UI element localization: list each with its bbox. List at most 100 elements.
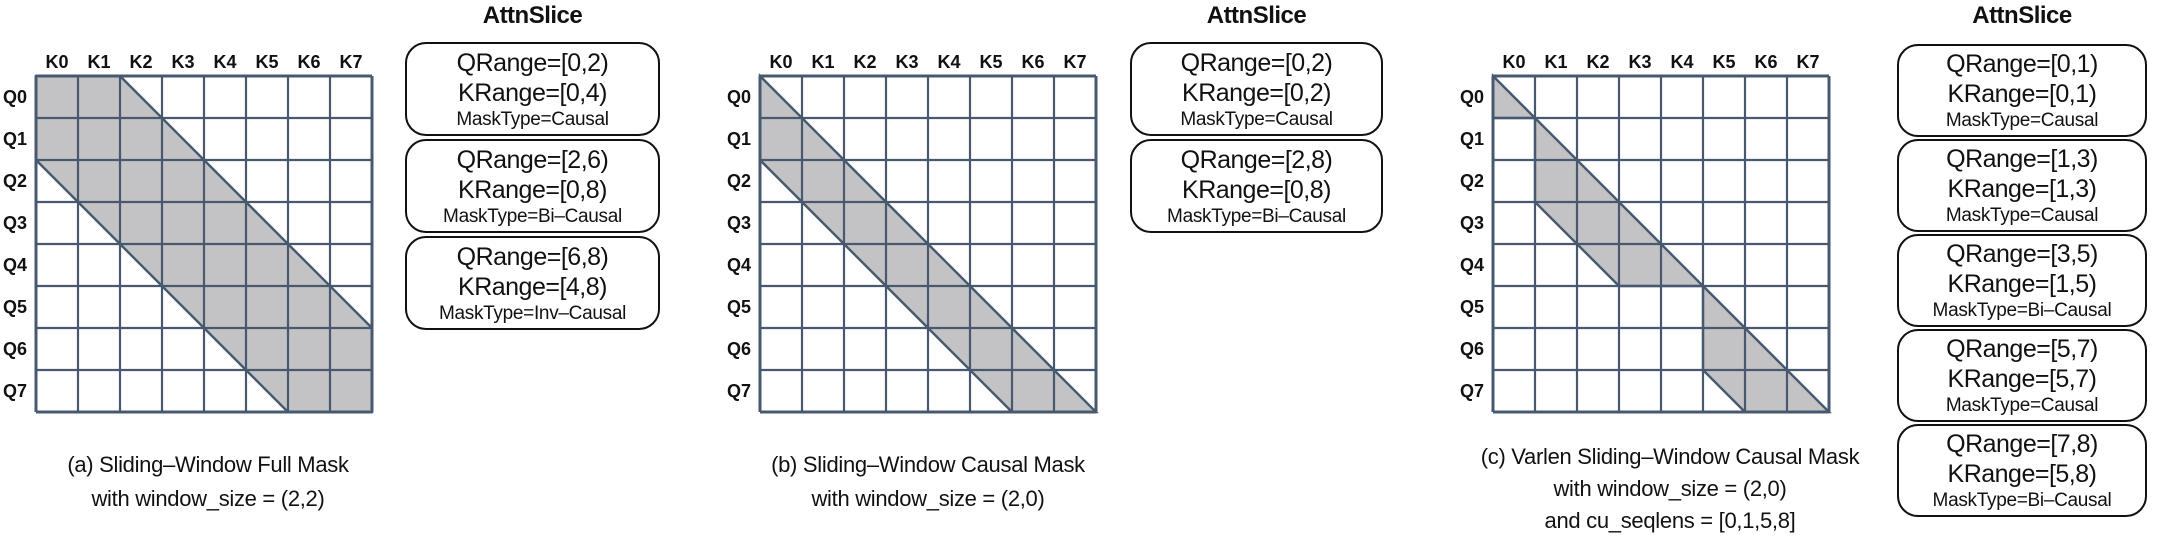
mask-region-outline: [758, 73, 1099, 414]
masktype-text: MaskType=Causal: [1945, 110, 2099, 131]
krange-text: KRange=[4,8): [458, 272, 607, 301]
q-label: Q1: [727, 129, 751, 149]
attnslice-box: QRange=[2,8) KRange=[0,8) MaskType=Bi–Ca…: [1130, 139, 1383, 233]
caption-line: with window_size = (2,2): [91, 486, 325, 511]
masktype-text: MaskType=Causal: [1180, 108, 1333, 130]
q-label: Q5: [727, 297, 751, 317]
k-label: K7: [339, 52, 362, 72]
caption-line: (a) Sliding–Window Full Mask: [67, 452, 349, 477]
attention-mask-grid-b: K0 K1 K2 K3 K4 K5 K6 K7 Q0 Q1 Q2 Q3 Q4 Q5 Q6 Q7: [727, 52, 1099, 414]
q-label: Q3: [727, 213, 751, 233]
qrange-text: QRange=[0,2): [1180, 48, 1333, 77]
mask-region-outline: [1533, 115, 1706, 288]
attnslice-title-b: AttnSlice: [1206, 2, 1307, 29]
q-label: Q0: [1460, 87, 1484, 107]
attention-mask-grid-a: K0 K1 K2 K3 K4 K5 K6 K7 Q0 Q1 Q2 Q3 Q4 Q5 Q6 Q7: [3, 52, 374, 414]
q-label: Q1: [3, 129, 27, 149]
krange-text: KRange=[0,2): [1182, 78, 1331, 107]
qrange-text: QRange=[2,6): [456, 145, 609, 174]
attnslice-column-b: AttnSlice QRange=[0,2) KRange=[0,2) Mask…: [1130, 0, 1383, 240]
k-label: K3: [1628, 52, 1651, 72]
attnslice-box: QRange=[3,5) KRange=[1,5) MaskType=Bi–Ca…: [1897, 234, 2147, 327]
caption-a: (a) Sliding–Window Full Mask with window…: [8, 448, 408, 516]
masktype-text: MaskType=Causal: [456, 108, 609, 130]
caption-line: (b) Sliding–Window Causal Mask: [771, 452, 1085, 477]
k-label: K3: [895, 52, 918, 72]
q-label: Q3: [1460, 213, 1484, 233]
krange-text: KRange=[0,1): [1947, 80, 2097, 108]
attnslice-title-a: AttnSlice: [482, 2, 583, 29]
qrange-text: QRange=[2,8): [1180, 145, 1333, 174]
k-label: K3: [171, 52, 194, 72]
masktype-text: MaskType=Bi–Causal: [1932, 300, 2112, 321]
qrange-text: QRange=[7,8): [1946, 430, 2098, 458]
k-label: K1: [87, 52, 110, 72]
q-label: Q7: [3, 381, 27, 401]
k-label: K0: [1502, 52, 1525, 72]
krange-text: KRange=[0,8): [1182, 175, 1331, 204]
caption-line: with window_size = (2,0): [1553, 476, 1787, 501]
q-label: Q6: [727, 339, 751, 359]
mask-region-outline: [34, 74, 374, 414]
k-label: K6: [297, 52, 320, 72]
q-label: Q1: [1460, 129, 1484, 149]
masktype-text: MaskType=Causal: [1945, 395, 2099, 416]
attnslice-title-c: AttnSlice: [1972, 2, 2072, 29]
masktype-text: MaskType=Bi–Causal: [1932, 490, 2112, 511]
q-label: Q5: [3, 297, 27, 317]
krange-text: KRange=[5,8): [1947, 460, 2097, 488]
q-label: Q4: [727, 255, 751, 275]
k-label: K0: [45, 52, 68, 72]
mask-region-outline: [1701, 283, 1832, 414]
krange-text: KRange=[1,5): [1947, 270, 2097, 298]
krange-text: KRange=[0,8): [458, 175, 607, 204]
q-label: Q3: [3, 213, 27, 233]
attention-mask-grid-c: K0 K1 K2 K3 K4 K5 K6 K7 Q0 Q1 Q2 Q3 Q4 Q5 Q6 Q7: [1460, 52, 1832, 414]
k-label: K2: [853, 52, 876, 72]
k-label: K6: [1021, 52, 1044, 72]
q-label: Q2: [727, 171, 751, 191]
caption-b: (b) Sliding–Window Causal Mask with wind…: [728, 448, 1128, 516]
attnslice-column-a: AttnSlice QRange=[0,2) KRange=[0,4) Mask…: [405, 0, 660, 340]
q-label: Q0: [3, 87, 27, 107]
caption-c: (c) Varlen Sliding–Window Causal Mask wi…: [1470, 441, 1870, 537]
attnslice-box: QRange=[1,3) KRange=[1,3) MaskType=Causa…: [1897, 139, 2147, 232]
k-label: K4: [1670, 52, 1693, 72]
masktype-text: MaskType=Causal: [1945, 205, 2099, 226]
q-label: Q4: [1460, 255, 1484, 275]
q-label: Q7: [1460, 381, 1484, 401]
attnslice-box: QRange=[0,1) KRange=[0,1) MaskType=Causa…: [1897, 44, 2147, 137]
k-label: K6: [1754, 52, 1777, 72]
k-label: K7: [1796, 52, 1819, 72]
k-label: K4: [213, 52, 236, 72]
masktype-text: MaskType=Bi–Causal: [443, 205, 622, 227]
qrange-text: QRange=[3,5): [1946, 240, 2098, 268]
qrange-text: QRange=[0,1): [1946, 50, 2098, 78]
qrange-text: QRange=[0,2): [456, 48, 609, 77]
caption-line: with window_size = (2,0): [811, 486, 1045, 511]
qrange-text: QRange=[1,3): [1946, 145, 2098, 173]
q-label: Q2: [1460, 171, 1484, 191]
attnslice-box: QRange=[6,8) KRange=[4,8) MaskType=Inv–C…: [405, 236, 660, 330]
q-label: Q6: [1460, 339, 1484, 359]
krange-text: KRange=[5,7): [1947, 365, 2097, 393]
qrange-text: QRange=[6,8): [456, 242, 609, 271]
attnslice-box: QRange=[0,2) KRange=[0,2) MaskType=Causa…: [1130, 42, 1383, 136]
krange-text: KRange=[0,4): [458, 78, 607, 107]
attnslice-box: QRange=[7,8) KRange=[5,8) MaskType=Bi–Ca…: [1897, 424, 2147, 517]
masktype-text: MaskType=Inv–Causal: [438, 302, 627, 324]
qrange-text: QRange=[5,7): [1946, 335, 2098, 363]
attnslice-box: QRange=[0,2) KRange=[0,4) MaskType=Causa…: [405, 42, 660, 136]
k-label: K0: [769, 52, 792, 72]
attnslice-box: QRange=[5,7) KRange=[5,7) MaskType=Causa…: [1897, 329, 2147, 422]
k-label: K4: [937, 52, 960, 72]
k-label: K5: [1712, 52, 1735, 72]
mask-region-outline: [1491, 73, 1538, 120]
k-label: K5: [979, 52, 1002, 72]
attnslice-box: QRange=[2,6) KRange=[0,8) MaskType=Bi–Ca…: [405, 139, 660, 233]
caption-line: (c) Varlen Sliding–Window Causal Mask: [1480, 444, 1860, 469]
k-label: K1: [811, 52, 834, 72]
krange-text: KRange=[1,3): [1947, 175, 2097, 203]
q-label: Q5: [1460, 297, 1484, 317]
